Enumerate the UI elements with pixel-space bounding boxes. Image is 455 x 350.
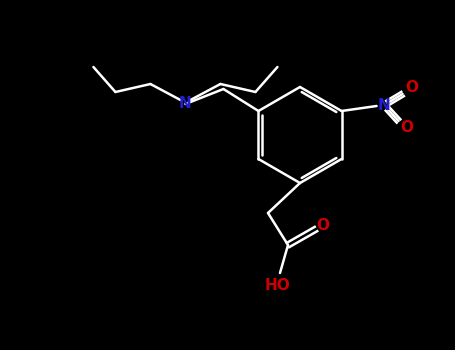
Text: N: N xyxy=(377,98,390,113)
Text: HO: HO xyxy=(265,278,291,293)
Text: N: N xyxy=(179,97,192,112)
Text: O: O xyxy=(317,218,329,233)
Text: O: O xyxy=(400,120,413,135)
Text: O: O xyxy=(405,80,418,96)
